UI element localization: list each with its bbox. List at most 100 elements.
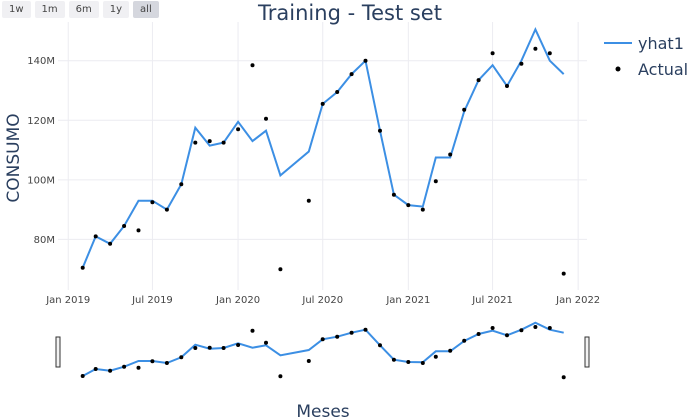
slider-handle-left[interactable] [55, 336, 61, 368]
slider-point-actual [320, 337, 325, 342]
range-button-1y[interactable]: 1y [102, 1, 130, 18]
data-point-actual [236, 127, 241, 132]
y-tick-label: 120M [27, 116, 55, 127]
slider-point-actual [406, 360, 411, 364]
slider-point-actual [221, 346, 226, 350]
data-point-actual [164, 207, 169, 212]
slider-line-yhat1 [82, 321, 564, 377]
data-point-actual [122, 224, 127, 228]
slider-point-actual [250, 328, 255, 333]
data-point-actual [519, 61, 524, 66]
data-point-actual [547, 51, 552, 56]
x-axis-title: Meses [296, 402, 349, 420]
slider-point-actual [179, 355, 184, 360]
data-point-actual [391, 192, 396, 197]
slider-point-actual [93, 367, 98, 371]
data-point-actual [476, 78, 481, 83]
data-point-actual [207, 139, 212, 144]
slider-point-actual [193, 346, 198, 350]
data-point-actual [406, 203, 411, 208]
x-tick-label: Jul 2019 [131, 295, 173, 306]
legend: yhat1 Actual [604, 34, 688, 79]
slider-background [58, 321, 587, 381]
legend-label-actual[interactable]: Actual [638, 60, 688, 79]
slider-point-actual [490, 326, 495, 330]
x-tick-label: Jan 2020 [215, 295, 260, 306]
range-button-1m[interactable]: 1m [34, 1, 65, 18]
data-point-actual [136, 228, 141, 233]
data-point-actual [433, 179, 438, 184]
data-point-actual [108, 241, 113, 246]
range-button-6m[interactable]: 6m [68, 1, 99, 18]
slider-point-actual [391, 357, 396, 362]
x-tick-label: Jan 2021 [385, 295, 430, 306]
range-button-1w[interactable]: 1w [2, 1, 31, 18]
y-axis-title: CONSUMO [4, 113, 24, 202]
slider-point-actual [448, 348, 453, 353]
slider-point-actual [561, 375, 566, 380]
x-ticks: Jan 2019 Jul 2019 Jan 2020 Jul 2020 Jan 2021… [45, 295, 600, 306]
slider-point-actual [207, 345, 212, 350]
series-line-yhat1 [81, 26, 565, 269]
y-tick-label: 80M [34, 235, 55, 246]
range-button-all[interactable]: all [133, 1, 159, 18]
data-point-actual [490, 51, 495, 56]
legend-label-yhat1[interactable]: yhat1 [638, 34, 684, 53]
x-tick-label: Jan 2019 [45, 295, 90, 306]
data-point-actual [420, 207, 425, 212]
data-point-actual [250, 63, 255, 68]
slider-point-actual [533, 325, 538, 329]
data-point-actual [179, 182, 184, 187]
data-point-actual [306, 198, 311, 203]
data-point-actual [221, 140, 226, 145]
range-selector: 1w 1m 6m 1y all [2, 1, 159, 18]
data-point-actual [561, 271, 566, 276]
data-point-actual [448, 152, 453, 157]
slider-point-actual [136, 365, 141, 370]
slider-point-actual [378, 343, 382, 348]
data-point-actual [278, 267, 283, 272]
data-point-actual [264, 116, 268, 121]
range-slider[interactable] [55, 321, 590, 381]
x-tick-label: Jan 2022 [555, 295, 600, 306]
y-tick-label: 140M [27, 56, 55, 67]
x-tick-label: Jul 2021 [471, 295, 513, 306]
slider-point-actual [420, 361, 425, 365]
slider-handle-right[interactable] [584, 336, 590, 368]
slider-point-actual [462, 338, 467, 343]
slider-point-actual [80, 374, 85, 378]
y-ticks: 80M 100M 120M 140M [27, 56, 55, 246]
slider-point-actual [349, 330, 354, 335]
x-tick-label: Jul 2020 [301, 295, 343, 306]
slider-point-actual [164, 361, 169, 365]
data-point-actual [378, 128, 382, 133]
slider-point-actual [335, 334, 340, 339]
data-point-actual [349, 72, 354, 77]
data-point-actual [80, 265, 85, 270]
slider-point-actual [236, 343, 241, 347]
data-point-actual [193, 140, 198, 145]
data-point-actual [363, 58, 368, 63]
slider-point-actual [264, 340, 268, 345]
data-point-actual [320, 101, 325, 106]
data-point-actual [93, 234, 98, 239]
slider-point-actual [505, 333, 509, 338]
slider-point-actual [519, 328, 524, 333]
slider-point-actual [363, 327, 368, 332]
main-plot[interactable] [80, 26, 566, 276]
data-point-actual [150, 200, 155, 205]
data-point-actual [505, 84, 509, 88]
legend-point-symbol [615, 66, 621, 72]
slider-point-actual [476, 332, 481, 336]
chart-title: Training - Test set [257, 1, 442, 25]
slider-point-actual [150, 359, 155, 364]
slider-point-actual [433, 354, 438, 359]
slider-point-actual [306, 359, 311, 363]
slider-point-actual [108, 368, 113, 373]
y-tick-label: 100M [27, 175, 55, 186]
slider-point-actual [122, 364, 127, 369]
data-point-actual [533, 46, 538, 51]
slider-point-actual [547, 326, 552, 330]
grid [58, 22, 587, 290]
